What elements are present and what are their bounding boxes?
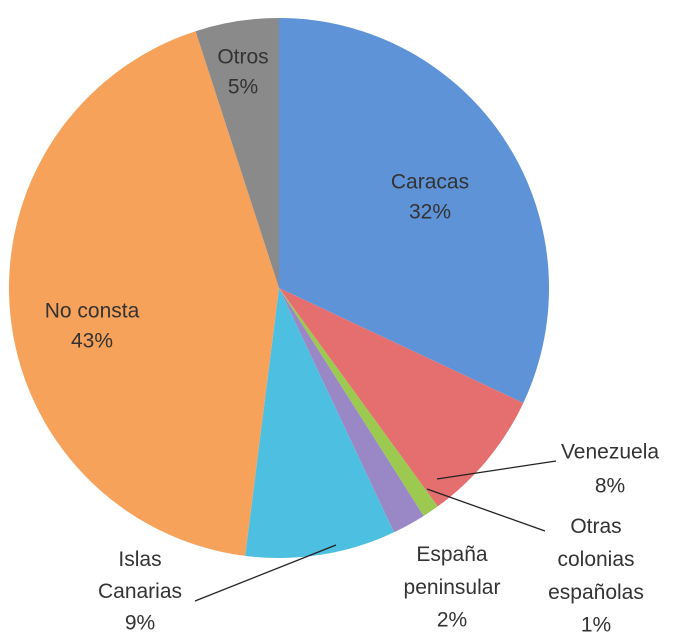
- slice-value-label: 2%: [437, 609, 467, 632]
- slices: [8, 18, 549, 558]
- slice-label: Otros: [217, 46, 268, 69]
- slice-label: No consta: [45, 300, 140, 323]
- pie-slice: [8, 31, 279, 556]
- labels: Caracas 32% Venezuela 8% Otras colonias españo…: [45, 46, 660, 637]
- slice-value-label: 8%: [595, 475, 625, 498]
- slice-label: España peninsular: [404, 543, 501, 599]
- leader-line: [194, 544, 337, 602]
- pie-slice: [279, 18, 549, 403]
- slice-value-label: 5%: [228, 76, 258, 99]
- pie-slice: [279, 288, 424, 533]
- leader-line: [436, 460, 557, 480]
- slice-label: Caracas: [391, 171, 469, 194]
- pie-slice: [279, 288, 524, 507]
- pie-slice: [279, 288, 438, 516]
- slice-label: Otras colonias españolas: [548, 515, 644, 604]
- slice-value-label: 9%: [125, 612, 155, 635]
- leader-line: [426, 488, 546, 532]
- slice-value-label: 43%: [71, 330, 113, 353]
- slice-value-label: 32%: [409, 201, 451, 224]
- slice-label: Venezuela: [561, 441, 659, 464]
- slice-label: Islas Canarias: [98, 548, 182, 603]
- pie-slice: [195, 18, 279, 288]
- slice-value-label: 1%: [581, 614, 611, 637]
- pie-slice: [245, 288, 394, 558]
